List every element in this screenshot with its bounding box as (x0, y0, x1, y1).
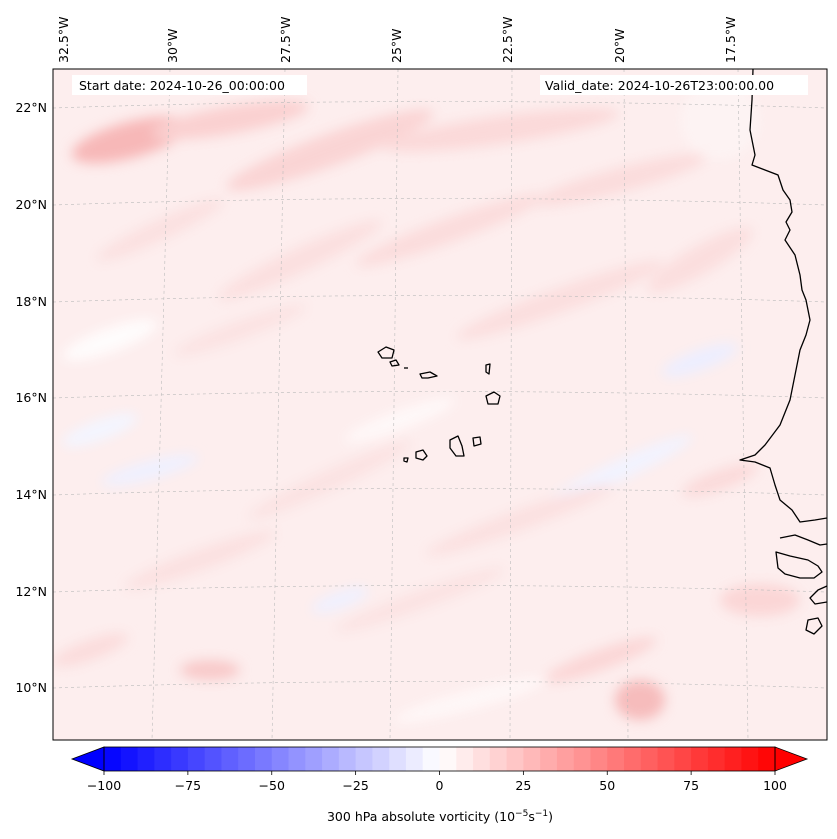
colorbar-segment (523, 747, 541, 771)
colorbar-segment (691, 747, 709, 771)
colorbar-extend-min (70, 746, 105, 772)
colorbar-segment (556, 747, 575, 771)
colorbar-segment (271, 747, 290, 771)
colorbar-segment (305, 747, 323, 771)
colorbar-segment (439, 747, 457, 771)
colorbar-segment (422, 747, 440, 771)
longitude-labels: 32.5°W 30°W 27.5°W 25°W 22.5°W 20°W 17.5… (56, 17, 738, 63)
colorbar-segment (724, 747, 742, 771)
colorbar-segment (338, 747, 357, 771)
lon-label: 27.5°W (278, 17, 293, 63)
colorbar-tick-label: 75 (683, 778, 699, 793)
colorbar: −100 −75 −50 −25 0 25 50 75 100 300 hPa absolute… (70, 746, 809, 824)
colorbar-segment (137, 747, 155, 771)
valid-date-box (540, 75, 808, 95)
colorbar-segment (254, 747, 273, 771)
colorbar-segment (657, 747, 675, 771)
colorbar-segment (540, 747, 558, 771)
colorbar-segment (607, 747, 625, 771)
colorbar-segment (238, 747, 256, 771)
colorbar-segment (104, 747, 122, 771)
colorbar-segments (104, 747, 776, 771)
colorbar-segment (707, 747, 726, 771)
colorbar-segment (322, 747, 340, 771)
colorbar-tick-label: −50 (259, 778, 285, 793)
lon-label: 32.5°W (56, 17, 71, 63)
map-panel: Start date: 2024-10-26_00:00:00 Valid_da… (52, 68, 828, 741)
colorbar-segment (741, 747, 759, 771)
colorbar-segment (506, 747, 524, 771)
lon-label: 22.5°W (500, 17, 515, 63)
colorbar-tick-label: −100 (87, 778, 121, 793)
colorbar-segment (372, 747, 390, 771)
colorbar-segment (355, 747, 373, 771)
colorbar-segment (590, 747, 608, 771)
colorbar-segment (288, 747, 306, 771)
lat-label: 18°N (15, 294, 47, 309)
colorbar-tick-label: −25 (342, 778, 368, 793)
colorbar-segment (187, 747, 206, 771)
colorbar-segment (221, 747, 239, 771)
lon-label: 25°W (389, 28, 404, 63)
valid-date-label: Valid_date: 2024-10-26T23:00:00.00 (545, 78, 774, 93)
colorbar-segment (204, 747, 222, 771)
colorbar-segment (120, 747, 139, 771)
map-frame (52, 68, 828, 741)
colorbar-label: 300 hPa absolute vorticity (10−5s−1) (327, 809, 553, 824)
graticule (53, 69, 827, 740)
colorbar-segment (573, 747, 591, 771)
colorbar-tick-label: 100 (763, 778, 787, 793)
colorbar-segment (624, 747, 642, 771)
colorbar-segment (640, 747, 659, 771)
colorbar-tick-label: −75 (175, 778, 201, 793)
colorbar-extend-max (774, 746, 809, 772)
lon-label: 20°W (612, 28, 627, 63)
colorbar-segment (154, 747, 172, 771)
lon-label: 30°W (165, 28, 180, 63)
coastline (739, 69, 827, 635)
vorticity-field (53, 80, 800, 723)
latitude-labels: 22°N 20°N 18°N 16°N 14°N 12°N 10°N (15, 100, 47, 695)
lon-label: 17.5°W (723, 17, 738, 63)
colorbar-segment (405, 747, 424, 771)
cape-verde-islands (377, 346, 501, 463)
colorbar-ticks: −100 −75 −50 −25 0 25 50 75 100 (87, 771, 787, 793)
colorbar-tick-label: 50 (599, 778, 615, 793)
colorbar-segment (758, 747, 776, 771)
colorbar-segment (456, 747, 474, 771)
colorbar-tick-label: 25 (515, 778, 531, 793)
lat-label: 14°N (15, 487, 47, 502)
colorbar-tick-label: 0 (436, 778, 444, 793)
lat-label: 12°N (15, 584, 47, 599)
lat-label: 22°N (15, 100, 47, 115)
colorbar-segment (674, 747, 692, 771)
colorbar-segment (489, 747, 508, 771)
colorbar-segment (389, 747, 407, 771)
colorbar-segment (171, 747, 189, 771)
lat-label: 16°N (15, 390, 47, 405)
start-date-box (72, 75, 307, 95)
colorbar-segment (473, 747, 491, 771)
start-date-label: Start date: 2024-10-26_00:00:00 (79, 78, 285, 93)
lat-label: 20°N (15, 197, 47, 212)
lat-label: 10°N (15, 680, 47, 695)
